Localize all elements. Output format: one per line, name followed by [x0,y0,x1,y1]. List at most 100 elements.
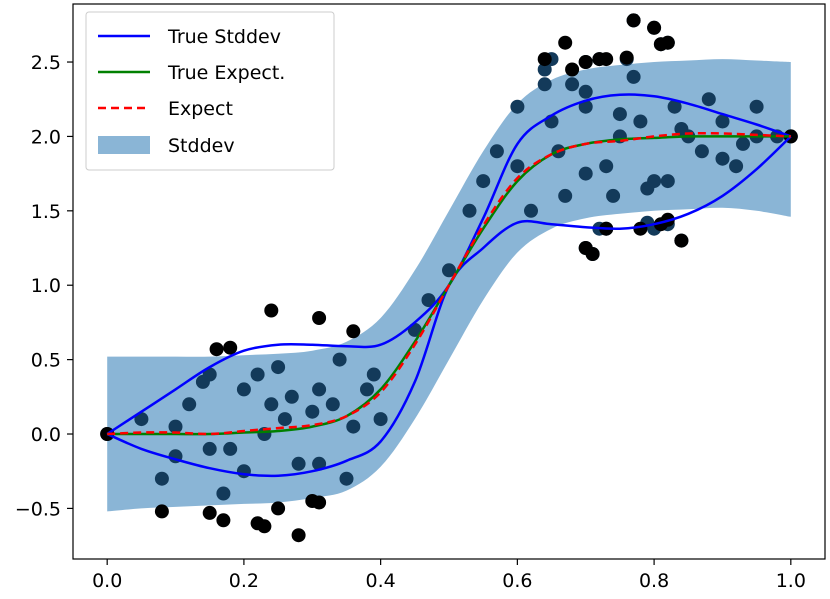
scatter-point [346,419,361,434]
scatter-point [612,107,627,122]
scatter-point-outlier [558,35,573,50]
scatter-point [325,397,340,412]
scatter-points-layer [100,13,798,543]
scatter-point [524,203,538,218]
y-tick-label: 0.5 [31,350,61,372]
scatter-point [168,419,183,434]
scatter-point [236,382,251,397]
scatter-point-outlier [647,20,662,35]
scatter-point [578,166,593,181]
scatter-point-outlier [660,35,675,50]
y-tick-label: 0.0 [31,424,61,446]
scatter-point [284,389,299,404]
scatter-point [736,136,750,151]
legend: True Stddev True Expect. Expect Stddev [85,11,335,171]
lines-layer [106,93,792,478]
scatter-point [558,188,573,203]
scatter-point-outlier [216,513,231,528]
scatter-point-outlier [565,62,580,77]
scatter-point [271,360,286,375]
x-tick-label: 1.0 [776,570,806,592]
scatter-point [606,188,621,203]
scatter-point [489,144,504,159]
scatter-point [565,77,580,92]
scatter-point [360,382,374,397]
scatter-point-outlier [633,221,648,236]
y-tick-label: 1.5 [31,201,61,223]
scatter-point [537,62,552,77]
scatter-point [462,203,477,218]
scatter-point [537,77,552,92]
scatter-point-outlier [346,324,361,339]
scatter-point [339,471,354,486]
scatter-point [264,397,279,412]
x-axis: 0.0 0.2 0.4 0.6 0.8 1.0 [92,559,806,592]
x-tick-label: 0.6 [502,570,532,592]
scatter-point-outlier [599,52,614,67]
scatter-point [373,412,388,427]
scatter-point [312,382,327,397]
scatter-point [715,151,730,166]
scatter-point-outlier [264,303,279,318]
scatter-point-outlier [154,504,169,519]
scatter-point [182,397,197,412]
scatter-point [715,114,730,129]
x-tick-label: 0.8 [639,570,669,592]
scatter-point-outlier [619,50,634,65]
scatter-point [510,159,525,174]
legend-stddev-swatch [98,136,150,154]
scatter-point [510,99,525,114]
scatter-point [291,456,306,471]
scatter-point [134,412,149,427]
scatter-point [305,404,320,419]
scatter-point-outlier [223,340,238,355]
scatter-point-outlier [202,505,217,520]
legend-box [85,11,335,171]
scatter-point [729,159,744,174]
y-tick-label: −0.5 [15,498,61,520]
scatter-point-outlier [537,52,552,67]
scatter-point [578,99,593,114]
scatter-point [366,367,381,382]
scatter-point [332,352,347,367]
y-tick-label: 1.0 [31,275,61,297]
x-tick-label: 0.2 [229,570,259,592]
scatter-point [250,367,265,382]
scatter-point-outlier [585,247,600,261]
y-tick-label: 2.0 [31,126,61,148]
scatter-point [476,174,491,189]
scatter-point [154,471,169,486]
scatter-point [195,374,210,389]
scatter-point [633,114,648,129]
scatter-point [694,144,709,159]
scatter-point [701,92,716,107]
scatter-point [202,441,217,456]
scatter-point [626,69,641,84]
plot-frame [72,3,826,560]
scatter-point [216,486,231,501]
scatter-point-outlier [312,311,327,325]
scatter-point [312,456,327,471]
y-tick-label: 2.5 [31,52,61,74]
legend-expect-label: Expect [168,98,233,120]
scatter-point [749,99,764,114]
scatter-point [578,84,593,99]
scatter-point-outlier [209,342,224,357]
expect-line [107,131,791,436]
scatter-point [442,263,456,278]
scatter-point-outlier [578,55,593,69]
scatter-point [667,99,682,114]
scatter-point [236,464,251,479]
x-tick-label: 0.4 [366,570,396,592]
scatter-point [421,293,436,308]
scatter-point-outlier [674,233,689,248]
scatter-point-outlier [271,501,286,516]
legend-true-expect-label: True Expect. [167,62,285,84]
scatter-point [660,174,675,189]
scatter-point-outlier [257,519,272,534]
legend-stddev-label: Stddev [168,135,235,157]
scatter-point-outlier [312,495,327,510]
x-tick-label: 0.0 [92,570,122,592]
legend-true-stddev-label: True Stddev [167,26,281,48]
